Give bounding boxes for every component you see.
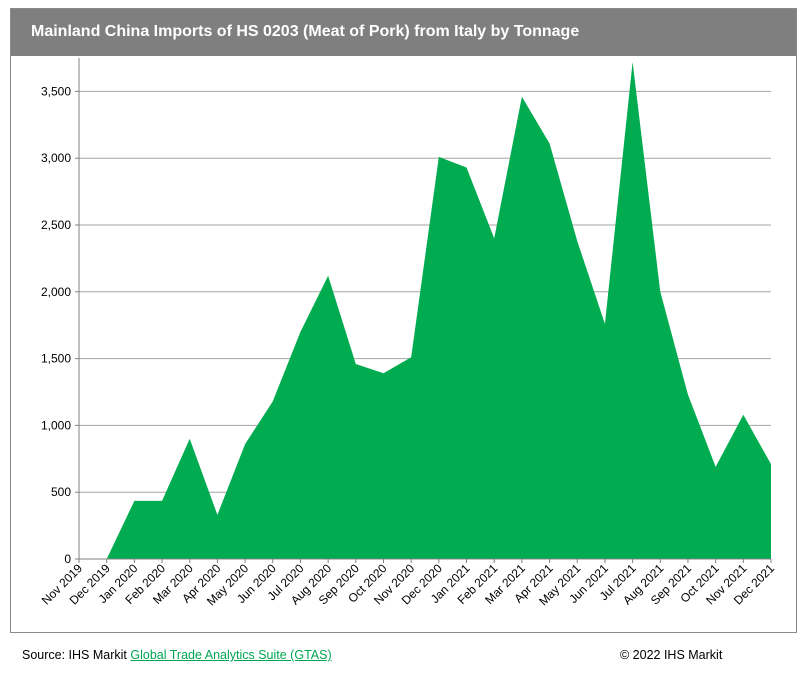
y-tick-label: 3,500 xyxy=(41,84,71,98)
chart-title: Mainland China Imports of HS 0203 (Meat … xyxy=(31,23,580,40)
y-tick-label: 1,500 xyxy=(41,352,71,366)
gtas-link[interactable]: Global Trade Analytics Suite (GTAS) xyxy=(130,648,332,662)
title-bar: Mainland China Imports of HS 0203 (Meat … xyxy=(11,9,796,56)
source-note: Source: IHS Markit Global Trade Analytic… xyxy=(22,648,332,662)
y-tick-label: 3,000 xyxy=(41,151,71,165)
y-tick-label: 2,500 xyxy=(41,218,71,232)
y-tick-label: 0 xyxy=(64,552,71,566)
y-tick-label: 2,000 xyxy=(41,285,71,299)
y-tick-label: 500 xyxy=(51,485,71,499)
copyright-note: © 2022 IHS Markit xyxy=(620,648,723,662)
y-tick-label: 1,000 xyxy=(41,418,71,432)
series-area xyxy=(79,62,771,559)
source-prefix: Source: IHS Markit xyxy=(22,648,131,662)
